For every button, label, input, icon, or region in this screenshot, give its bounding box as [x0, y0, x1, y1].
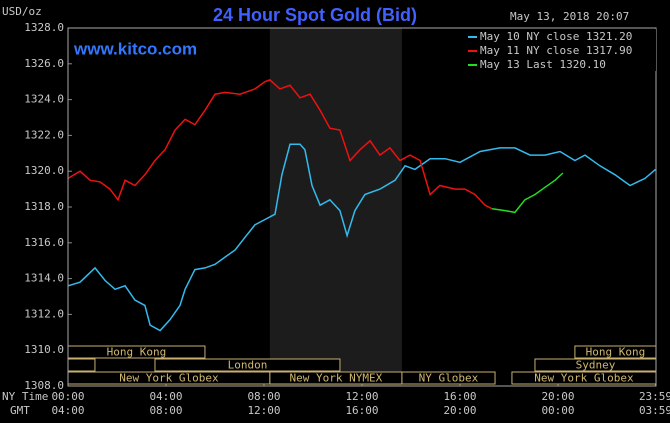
y-tick-label: 1318.0 [24, 200, 64, 213]
y-tick-label: 1324.0 [24, 93, 64, 106]
session-box [67, 358, 96, 372]
session-label: New York NYMEX [290, 372, 383, 385]
series-line [491, 172, 564, 214]
legend-label: May 10 NY close 1321.20 [480, 30, 632, 43]
x-tick-label: 23:59 [639, 390, 670, 403]
session-label: New York Globex [119, 372, 219, 385]
y-tick-label: 1322.0 [24, 128, 64, 141]
x-tick-label: 16:00 [443, 390, 476, 403]
session-box [154, 358, 341, 372]
x-tick-label: 00:00 [51, 390, 84, 403]
legend-box [464, 29, 656, 71]
y-tick-label: 1310.0 [24, 343, 64, 356]
series-line [67, 79, 493, 210]
legend-label: May 13 Last 1320.10 [480, 58, 606, 71]
units-label: USD/oz [2, 5, 42, 18]
website: www.kitco.com [73, 39, 197, 58]
x-tick-label: 20:00 [541, 390, 574, 403]
session-label: Sydney [576, 359, 616, 372]
y-tick-label: 1308.0 [24, 379, 64, 392]
plot-frame [67, 27, 657, 387]
x-tick-label-gmt: 00:00 [541, 404, 574, 417]
session-label: Hong Kong [586, 346, 646, 359]
x-tick-label: 04:00 [149, 390, 182, 403]
session-label: New York Globex [534, 372, 634, 385]
x-tick-label-gmt: 08:00 [149, 404, 182, 417]
y-tick-label: 1312.0 [24, 307, 64, 320]
timestamp: May 13, 2018 20:07 [510, 10, 629, 23]
y-tick-label: 1314.0 [24, 272, 64, 285]
session-label: Hong Kong [107, 346, 167, 359]
x-tick-label-gmt: 20:00 [443, 404, 476, 417]
y-tick-label: 1316.0 [24, 236, 64, 249]
x-tick-label: 08:00 [247, 390, 280, 403]
session-label: London [228, 359, 268, 372]
x-tick-label-gmt: 16:00 [345, 404, 378, 417]
y-tick-label: 1328.0 [24, 21, 64, 34]
x-tick-label-gmt: 12:00 [247, 404, 280, 417]
session-box [401, 371, 496, 385]
x-tick-label-gmt: 03:59 [639, 404, 670, 417]
session-label: NY Globex [419, 372, 479, 385]
x-row-label: NY Time [2, 390, 48, 403]
x-tick-label-gmt: 04:00 [51, 404, 84, 417]
series-line [67, 143, 656, 332]
chart-title: 24 Hour Spot Gold (Bid) [213, 5, 417, 25]
x-row-label: GMT [10, 404, 30, 417]
x-tick-label: 12:00 [345, 390, 378, 403]
y-tick-label: 1320.0 [24, 164, 64, 177]
y-tick-label: 1326.0 [24, 57, 64, 70]
legend-label: May 11 NY close 1317.90 [480, 44, 632, 57]
